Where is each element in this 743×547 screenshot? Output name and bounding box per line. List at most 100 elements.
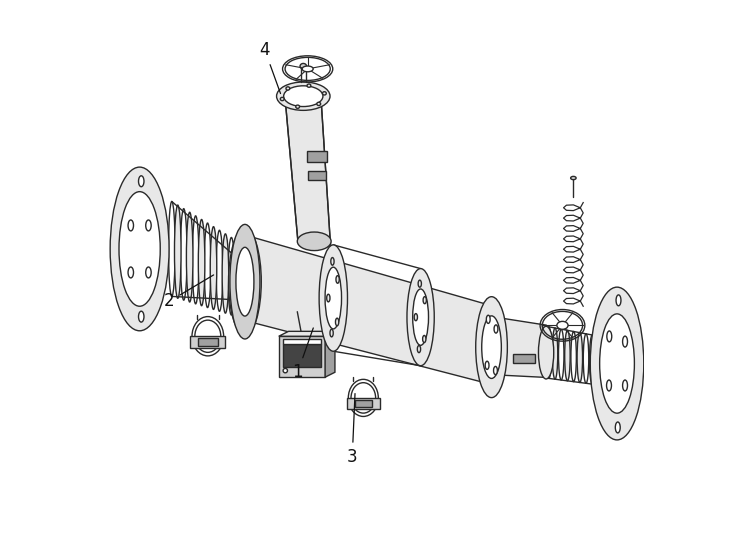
Ellipse shape (606, 380, 611, 391)
Ellipse shape (239, 251, 243, 260)
Ellipse shape (418, 280, 421, 287)
Ellipse shape (552, 328, 558, 379)
Ellipse shape (229, 229, 262, 335)
Polygon shape (285, 101, 331, 246)
Polygon shape (513, 354, 535, 363)
Ellipse shape (571, 331, 577, 382)
Polygon shape (279, 331, 335, 336)
Ellipse shape (484, 309, 500, 386)
Ellipse shape (317, 102, 321, 106)
Ellipse shape (559, 329, 564, 380)
Ellipse shape (557, 322, 568, 329)
Ellipse shape (146, 267, 151, 278)
Text: 4: 4 (259, 41, 281, 94)
Ellipse shape (235, 249, 255, 315)
Ellipse shape (192, 216, 199, 304)
Ellipse shape (283, 369, 288, 373)
Ellipse shape (615, 422, 620, 433)
Ellipse shape (236, 247, 254, 316)
Ellipse shape (186, 212, 193, 302)
Ellipse shape (602, 337, 607, 386)
Ellipse shape (571, 176, 576, 179)
Ellipse shape (110, 167, 169, 331)
Polygon shape (245, 235, 492, 385)
Ellipse shape (146, 220, 151, 231)
Ellipse shape (300, 63, 307, 69)
Polygon shape (354, 400, 372, 406)
Ellipse shape (600, 314, 635, 413)
Ellipse shape (307, 84, 311, 88)
Polygon shape (308, 171, 325, 179)
Ellipse shape (240, 245, 247, 319)
Ellipse shape (236, 239, 253, 324)
Ellipse shape (607, 331, 611, 342)
Ellipse shape (181, 208, 187, 300)
Ellipse shape (493, 366, 497, 375)
Polygon shape (283, 339, 321, 345)
Ellipse shape (414, 313, 418, 321)
Ellipse shape (327, 294, 330, 302)
Ellipse shape (589, 335, 595, 384)
Ellipse shape (336, 276, 340, 283)
Ellipse shape (319, 245, 348, 351)
Ellipse shape (239, 303, 243, 312)
Polygon shape (198, 339, 218, 346)
Ellipse shape (623, 336, 628, 347)
Ellipse shape (485, 361, 489, 369)
Text: 3: 3 (347, 394, 357, 465)
Ellipse shape (539, 326, 554, 379)
Ellipse shape (247, 303, 250, 312)
Ellipse shape (138, 311, 144, 322)
Ellipse shape (608, 339, 614, 387)
Ellipse shape (481, 316, 502, 379)
Ellipse shape (322, 92, 326, 95)
Ellipse shape (623, 380, 628, 391)
Ellipse shape (476, 296, 507, 398)
Polygon shape (307, 151, 327, 162)
Ellipse shape (284, 86, 323, 107)
Ellipse shape (228, 237, 235, 315)
Ellipse shape (487, 315, 490, 323)
Polygon shape (347, 398, 380, 409)
Ellipse shape (175, 205, 181, 298)
Ellipse shape (296, 105, 299, 108)
Ellipse shape (565, 330, 570, 381)
Ellipse shape (297, 232, 331, 251)
Ellipse shape (590, 287, 643, 440)
Ellipse shape (616, 295, 621, 306)
Ellipse shape (412, 289, 429, 345)
Ellipse shape (583, 334, 588, 383)
Polygon shape (325, 331, 335, 377)
Text: 2: 2 (164, 275, 214, 310)
Ellipse shape (222, 234, 229, 313)
Ellipse shape (198, 219, 205, 306)
Ellipse shape (286, 87, 290, 90)
Ellipse shape (325, 267, 342, 329)
Text: 1: 1 (293, 328, 314, 381)
Ellipse shape (216, 230, 223, 311)
Polygon shape (492, 317, 546, 377)
Ellipse shape (331, 258, 334, 265)
Ellipse shape (614, 340, 620, 387)
Ellipse shape (484, 319, 500, 375)
Ellipse shape (234, 241, 241, 317)
Ellipse shape (169, 201, 175, 296)
Ellipse shape (423, 335, 426, 342)
Ellipse shape (210, 226, 217, 310)
Polygon shape (283, 345, 321, 368)
Ellipse shape (128, 267, 134, 278)
Ellipse shape (192, 317, 224, 356)
Ellipse shape (577, 333, 583, 382)
Ellipse shape (204, 223, 211, 307)
Ellipse shape (330, 329, 334, 337)
Ellipse shape (128, 220, 134, 231)
Ellipse shape (494, 325, 498, 333)
Ellipse shape (230, 224, 260, 339)
Ellipse shape (423, 296, 426, 304)
Ellipse shape (119, 191, 160, 306)
Ellipse shape (138, 176, 144, 187)
Ellipse shape (596, 336, 601, 385)
Ellipse shape (302, 66, 314, 72)
Polygon shape (279, 336, 325, 377)
Ellipse shape (407, 269, 434, 366)
